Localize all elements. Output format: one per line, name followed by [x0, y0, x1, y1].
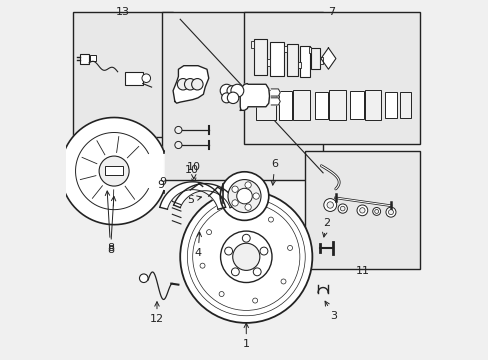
Text: 10: 10	[186, 162, 201, 179]
Polygon shape	[160, 182, 225, 209]
Circle shape	[200, 263, 204, 268]
Circle shape	[252, 298, 257, 303]
Circle shape	[177, 78, 188, 90]
Text: 12: 12	[150, 302, 163, 324]
Bar	[365, 90, 380, 120]
Circle shape	[227, 180, 261, 213]
Text: 10: 10	[184, 165, 199, 183]
Circle shape	[242, 234, 250, 242]
Circle shape	[387, 210, 393, 215]
Text: 3: 3	[325, 301, 337, 321]
Polygon shape	[271, 89, 280, 96]
Bar	[90, 55, 96, 62]
Circle shape	[326, 202, 333, 208]
Bar	[305, 152, 419, 269]
Circle shape	[206, 230, 211, 235]
Bar	[328, 90, 345, 120]
Bar	[253, 39, 267, 75]
Polygon shape	[173, 184, 236, 208]
Polygon shape	[320, 48, 335, 69]
Text: 7: 7	[328, 7, 335, 17]
Text: 6: 6	[270, 159, 278, 185]
Bar	[124, 72, 142, 85]
Bar	[308, 47, 311, 53]
Bar	[278, 91, 292, 120]
Bar	[244, 12, 419, 144]
Bar	[314, 92, 327, 119]
Circle shape	[175, 141, 182, 149]
Bar	[286, 44, 298, 76]
Bar	[73, 12, 173, 137]
Text: 2: 2	[322, 218, 329, 237]
Circle shape	[268, 217, 273, 222]
Circle shape	[281, 279, 285, 284]
Circle shape	[221, 93, 231, 103]
Text: 4: 4	[194, 232, 201, 258]
Circle shape	[244, 204, 251, 210]
Text: 13: 13	[116, 7, 130, 17]
Circle shape	[359, 208, 365, 213]
Circle shape	[374, 210, 378, 213]
Bar	[399, 91, 410, 118]
Circle shape	[253, 268, 261, 276]
Circle shape	[236, 188, 252, 204]
Text: 9: 9	[157, 180, 172, 200]
Text: 1: 1	[242, 323, 249, 349]
Bar	[320, 57, 323, 64]
Bar	[80, 54, 89, 64]
Circle shape	[340, 206, 345, 211]
Text: 9: 9	[159, 177, 174, 195]
Circle shape	[191, 78, 203, 90]
Circle shape	[244, 182, 251, 188]
Circle shape	[231, 268, 239, 276]
Bar	[298, 62, 301, 68]
Circle shape	[224, 247, 232, 255]
Circle shape	[139, 274, 148, 283]
Circle shape	[356, 205, 367, 216]
Bar	[256, 90, 275, 120]
Bar	[311, 48, 320, 69]
Circle shape	[260, 247, 267, 255]
Polygon shape	[173, 66, 208, 103]
Circle shape	[372, 207, 380, 215]
Circle shape	[226, 86, 237, 96]
Circle shape	[385, 207, 395, 217]
Text: 8: 8	[107, 196, 116, 255]
Circle shape	[287, 246, 292, 251]
Circle shape	[220, 231, 271, 283]
Circle shape	[227, 92, 238, 104]
Text: 8: 8	[105, 191, 114, 253]
Polygon shape	[240, 84, 269, 111]
Text: 5: 5	[187, 195, 201, 204]
Circle shape	[323, 199, 336, 211]
Bar	[267, 59, 270, 66]
Bar	[292, 90, 309, 120]
Circle shape	[231, 186, 238, 192]
Circle shape	[184, 78, 196, 90]
Circle shape	[230, 84, 244, 97]
Polygon shape	[271, 98, 280, 105]
Bar	[384, 91, 396, 118]
Circle shape	[337, 204, 346, 213]
Circle shape	[219, 292, 224, 297]
Bar	[250, 41, 253, 48]
Bar	[269, 41, 283, 76]
Circle shape	[234, 211, 240, 216]
Bar	[105, 166, 123, 175]
Bar	[162, 12, 323, 180]
Circle shape	[231, 200, 238, 206]
Circle shape	[220, 172, 268, 220]
Bar	[284, 46, 286, 52]
Polygon shape	[61, 117, 163, 225]
Circle shape	[175, 126, 182, 134]
Circle shape	[252, 193, 259, 199]
Circle shape	[232, 243, 259, 270]
Bar	[349, 91, 363, 119]
Circle shape	[99, 156, 129, 186]
Text: 11: 11	[355, 266, 368, 276]
Circle shape	[180, 191, 312, 323]
Circle shape	[142, 74, 150, 82]
Bar	[300, 46, 309, 77]
Circle shape	[220, 84, 233, 97]
